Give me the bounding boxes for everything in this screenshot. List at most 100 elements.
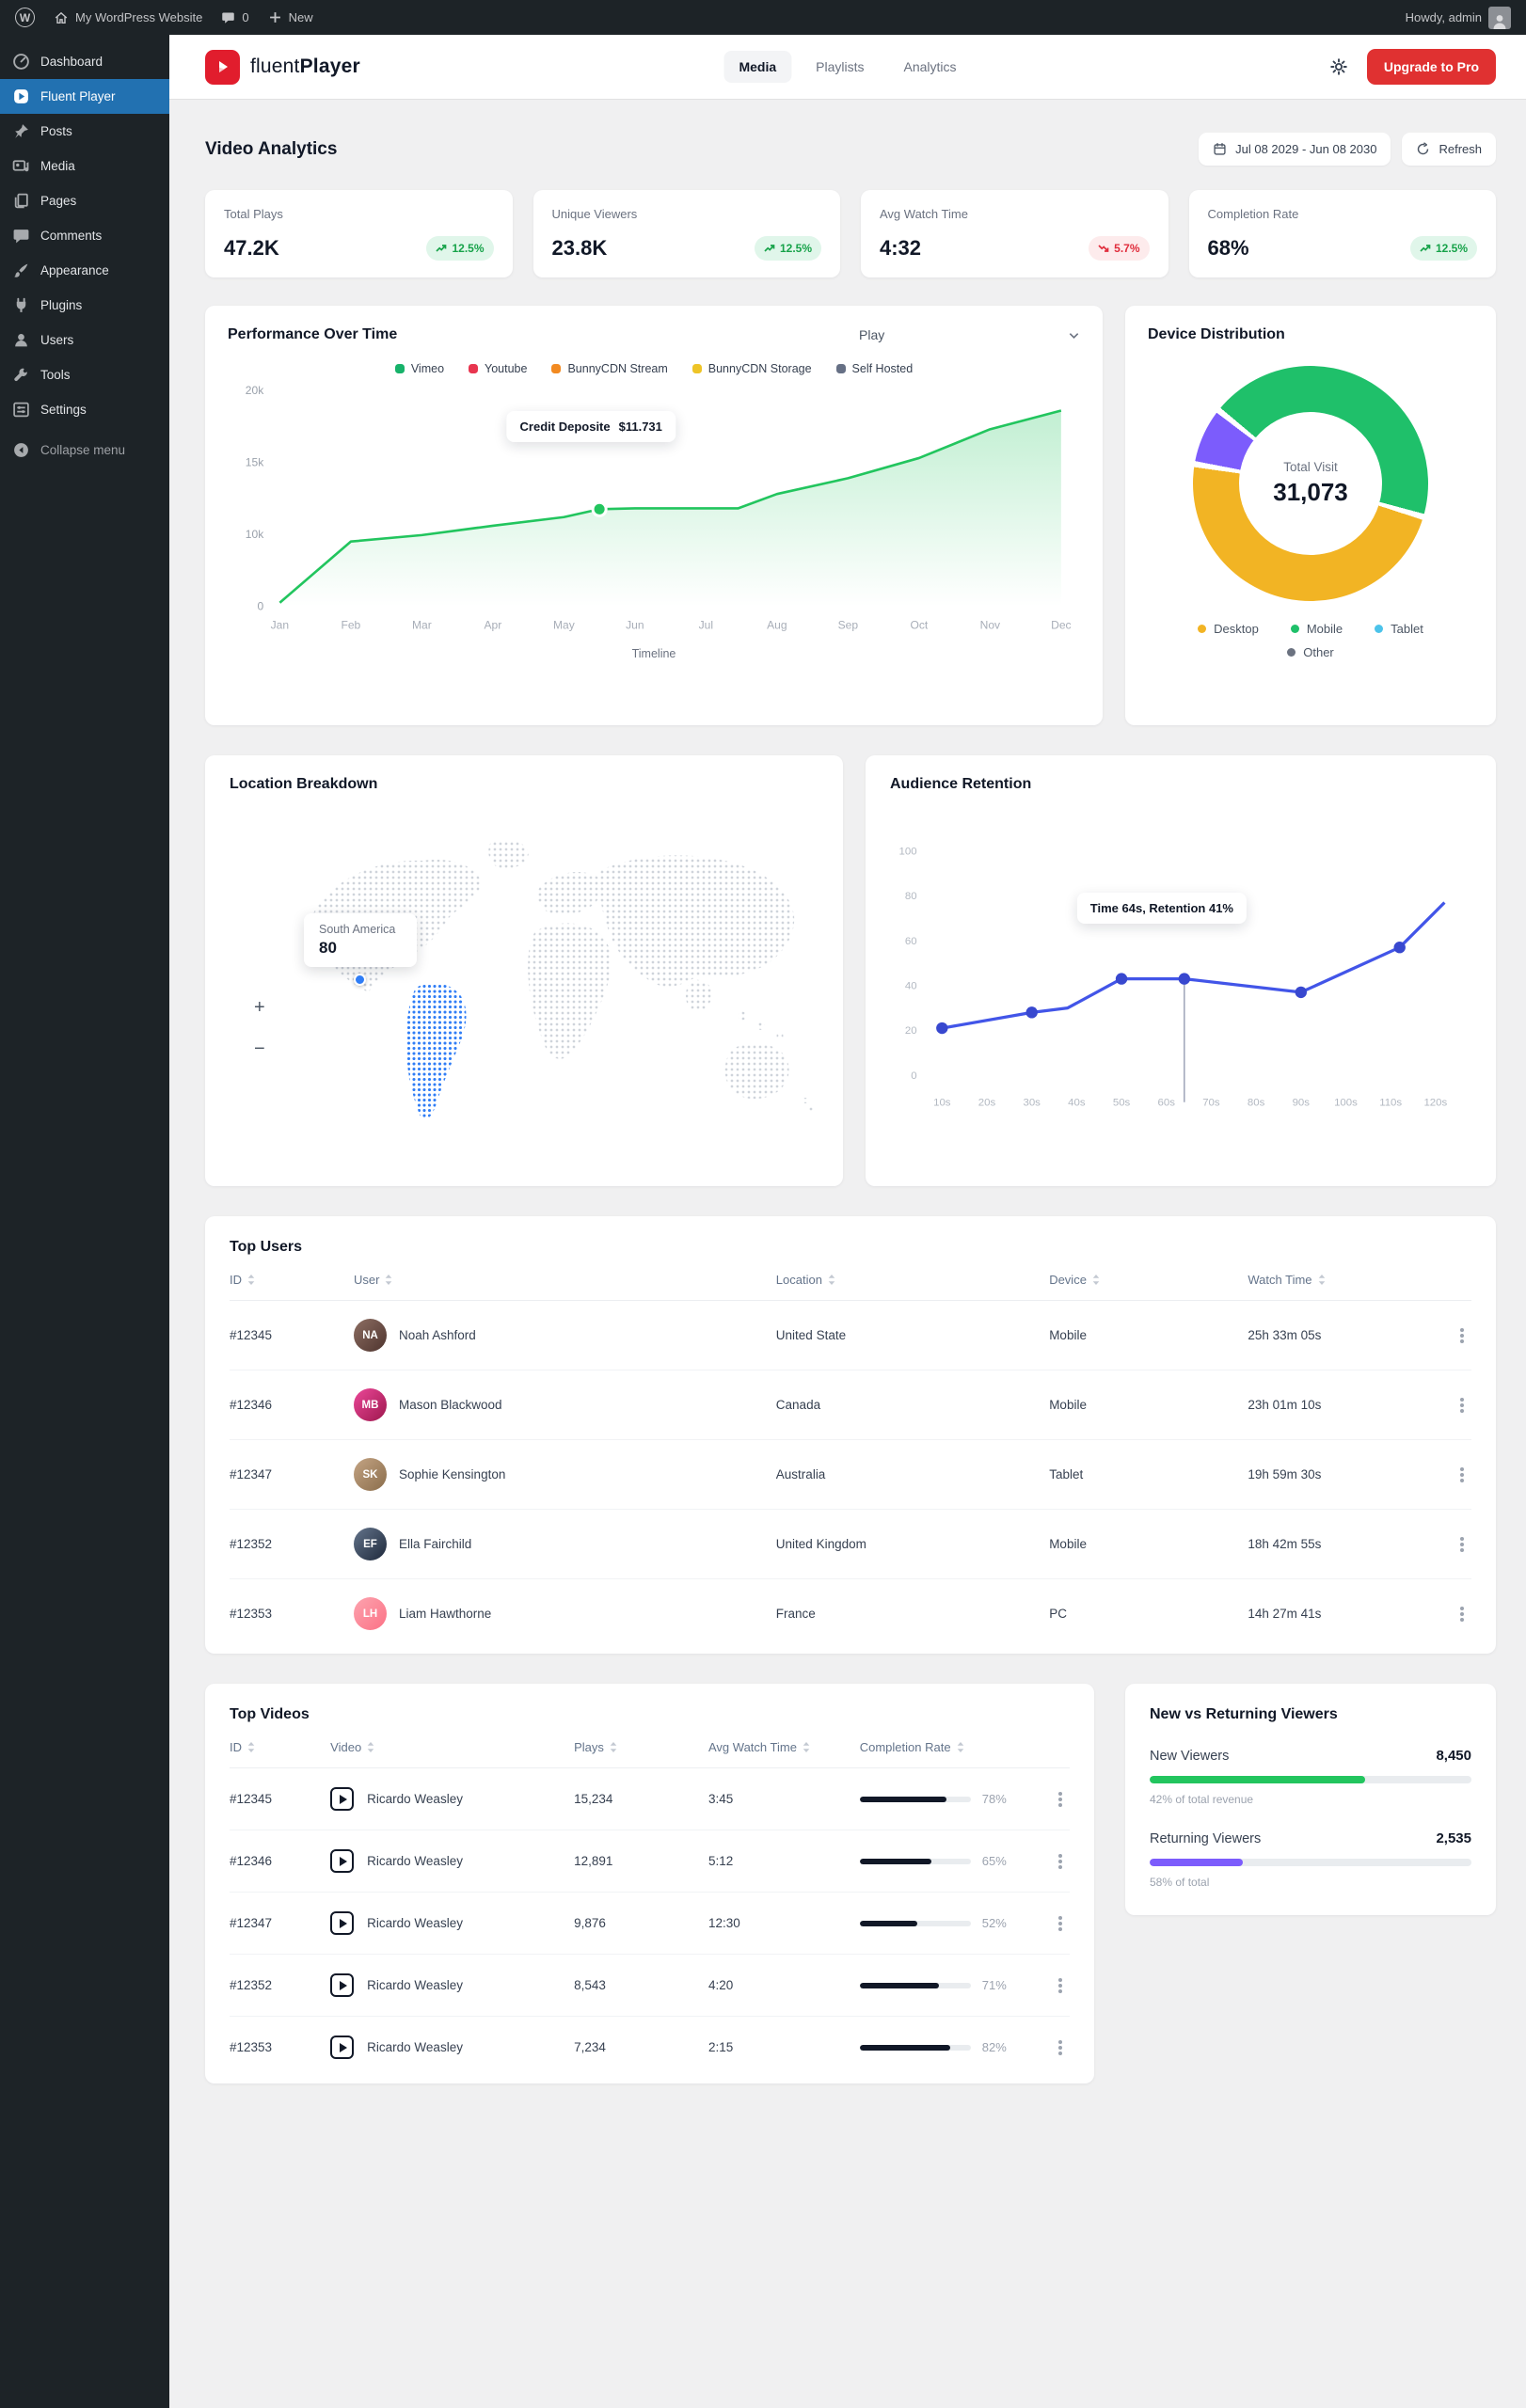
row-menu-icon[interactable] [1057, 1921, 1062, 1925]
site-name-link[interactable]: My WordPress Website [54, 10, 202, 25]
column-header-avg-watch-time[interactable]: Avg Watch Time [708, 1740, 860, 1754]
column-header-video[interactable]: Video [330, 1740, 574, 1754]
sidebar-item-posts[interactable]: Posts [0, 114, 169, 149]
sort-icon[interactable] [610, 1741, 617, 1753]
tab-playlists[interactable]: Playlists [816, 59, 865, 74]
sort-icon[interactable] [1318, 1274, 1326, 1286]
user-location-cell: France [775, 1607, 816, 1621]
sidebar-item-settings[interactable]: Settings [0, 392, 169, 427]
row-menu-icon[interactable] [1057, 1983, 1062, 1988]
tab-analytics[interactable]: Analytics [903, 59, 957, 74]
retention-chart[interactable]: 100 80 60 40 20 0 10s 20s 30s 40s 50s 60s 70s 80s 90s 1… [890, 806, 1471, 1122]
retention-point[interactable] [1115, 973, 1128, 985]
retention-point[interactable] [1295, 986, 1307, 999]
legend-self-hosted: Self Hosted [835, 362, 913, 375]
row-menu-icon[interactable] [1459, 1402, 1464, 1407]
map-asia [598, 855, 795, 987]
sidebar-item-fluent-player[interactable]: Fluent Player [0, 79, 169, 114]
sidebar-item-media[interactable]: Media [0, 149, 169, 183]
sidebar-item-collapse-menu[interactable]: Collapse menu [0, 433, 169, 467]
sidebar-item-label: Collapse menu [40, 443, 126, 457]
gear-icon[interactable] [1329, 57, 1348, 76]
new-content-menu[interactable]: New [268, 10, 313, 24]
appearance-icon [12, 261, 30, 279]
sidebar-item-comments[interactable]: Comments [0, 218, 169, 253]
retention-point[interactable] [1393, 942, 1406, 954]
sort-icon[interactable] [247, 1274, 255, 1286]
svg-text:50s: 50s [1113, 1098, 1131, 1109]
row-menu-icon[interactable] [1057, 2045, 1062, 2050]
user-device-cell: Mobile [1049, 1328, 1087, 1342]
column-header-watch-time[interactable]: Watch Time [1248, 1273, 1422, 1287]
map-zoom-in-button[interactable]: + [254, 997, 265, 1018]
home-icon [54, 10, 69, 25]
wp-logo[interactable]: W [15, 8, 35, 27]
column-header-id[interactable]: ID [230, 1740, 330, 1754]
trend-up-icon [764, 244, 775, 253]
sidebar-item-tools[interactable]: Tools [0, 357, 169, 392]
sidebar-item-plugins[interactable]: Plugins [0, 288, 169, 323]
sidebar-item-dashboard[interactable]: Dashboard [0, 44, 169, 79]
video-completion-cell: 82% [859, 2040, 1037, 2054]
table-row: #12346 MB Mason Blackwood Canada Mobile 23h 0… [230, 1370, 1471, 1440]
column-header-user[interactable]: User [354, 1273, 776, 1287]
table-row: #12352 Ricardo Weasley 8,543 4:20 71% [230, 1955, 1070, 2017]
stat-value: 23.8K [551, 236, 608, 260]
column-header-completion-rate[interactable]: Completion Rate [860, 1740, 1037, 1754]
retention-point[interactable] [936, 1022, 948, 1035]
pages-icon [12, 192, 30, 210]
refresh-button[interactable]: Refresh [1402, 133, 1496, 166]
stat-label: Avg Watch Time [880, 207, 968, 221]
account-menu[interactable]: Howdy, admin [1406, 6, 1511, 29]
sort-icon[interactable] [828, 1274, 835, 1286]
map-zoom-out-button[interactable]: − [254, 1038, 265, 1059]
row-menu-icon[interactable] [1459, 1472, 1464, 1477]
performance-chart[interactable]: 20k 15k 10k 0 Jan Feb Mar Apr May Jun Jul Aug Sep Oct… [228, 381, 1080, 635]
column-header-id[interactable]: ID [230, 1273, 354, 1287]
metric-select[interactable]: Play [859, 327, 1080, 342]
row-menu-icon[interactable] [1057, 1859, 1062, 1863]
map-marker[interactable] [354, 974, 366, 986]
svg-text:40s: 40s [1068, 1098, 1086, 1109]
retention-point[interactable] [1178, 973, 1191, 985]
sort-icon[interactable] [367, 1741, 374, 1753]
svg-text:May: May [553, 619, 575, 632]
column-header-plays[interactable]: Plays [574, 1740, 708, 1754]
completion-bar-fill [859, 1796, 946, 1802]
sort-icon[interactable] [803, 1741, 810, 1753]
user-watch-time-cell: 18h 42m 55s [1248, 1537, 1322, 1551]
sort-icon[interactable] [957, 1741, 964, 1753]
comments-bubble[interactable]: 0 [221, 10, 249, 24]
column-header-location[interactable]: Location [776, 1273, 1049, 1287]
fluent-player-brand[interactable]: fluentPlayer [205, 49, 360, 85]
video-completion-cell: 65% [859, 1854, 1037, 1868]
table-row: #12352 EF Ella Fairchild United Kingdom Mobi… [230, 1510, 1471, 1579]
tab-media[interactable]: Media [723, 51, 792, 83]
row-menu-icon[interactable] [1459, 1611, 1464, 1616]
sort-icon[interactable] [385, 1274, 392, 1286]
map-island [757, 1022, 765, 1030]
plugins-icon [12, 296, 30, 314]
sidebar-item-appearance[interactable]: Appearance [0, 253, 169, 288]
sidebar-item-pages[interactable]: Pages [0, 183, 169, 218]
video-play-icon [330, 2036, 355, 2059]
upgrade-to-pro-button[interactable]: Upgrade to Pro [1366, 49, 1496, 85]
row-menu-icon[interactable] [1459, 1542, 1464, 1546]
world-map[interactable] [267, 814, 832, 1148]
row-menu-icon[interactable] [1459, 1333, 1464, 1338]
highlight-point[interactable] [591, 500, 608, 517]
column-header-device[interactable]: Device [1049, 1273, 1248, 1287]
column-label: Location [775, 1273, 822, 1287]
completion-percent: 52% [981, 1916, 1007, 1930]
column-label: Completion Rate [859, 1740, 951, 1754]
retention-point[interactable] [1025, 1006, 1038, 1019]
video-plays-cell: 12,891 [574, 1854, 613, 1868]
sort-icon[interactable] [1092, 1274, 1100, 1286]
video-id-cell: #12352 [230, 1978, 273, 1992]
sidebar-item-users[interactable]: Users [0, 323, 169, 357]
sort-icon[interactable] [247, 1741, 255, 1753]
date-range-picker[interactable]: Jul 08 2029 - Jun 08 2030 [1199, 133, 1391, 166]
svg-text:Oct: Oct [910, 619, 928, 632]
device-donut-chart[interactable]: Total Visit 31,073 [1193, 366, 1428, 601]
row-menu-icon[interactable] [1057, 1797, 1062, 1801]
